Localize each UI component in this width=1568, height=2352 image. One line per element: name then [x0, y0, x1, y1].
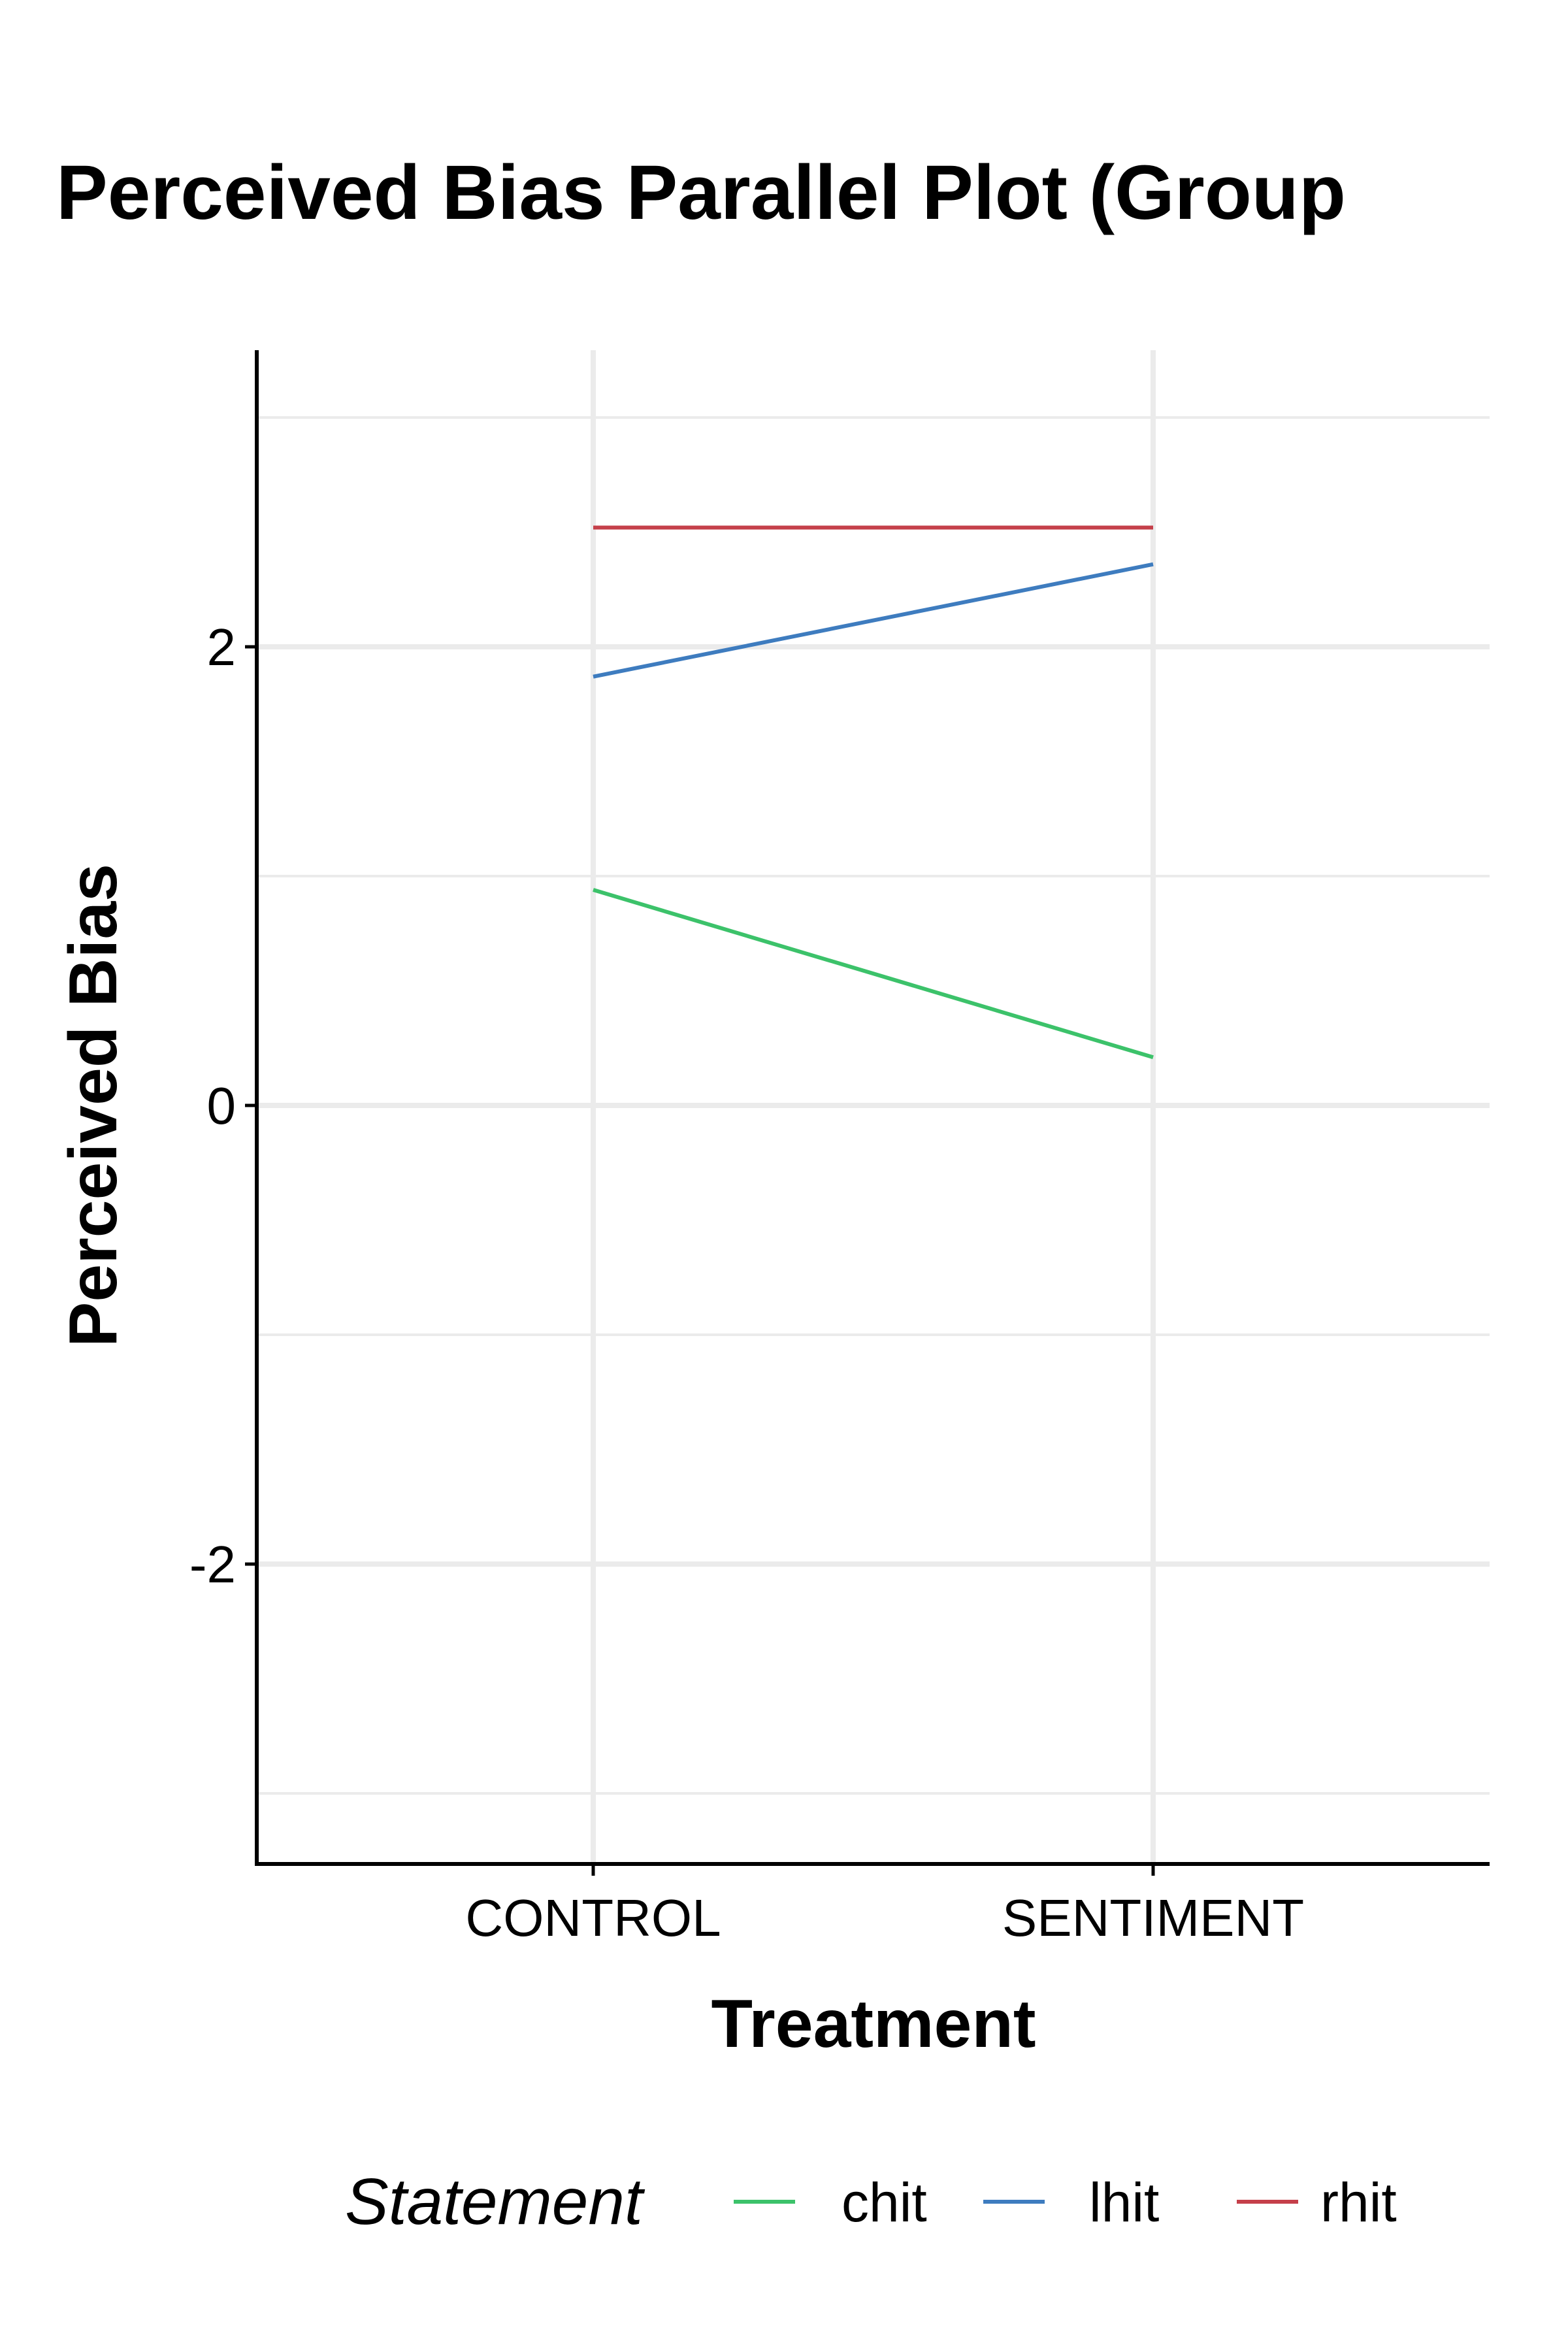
grid-layer	[257, 350, 1490, 1864]
x-tick-label-control: CONTROL	[465, 1889, 721, 1947]
y-tick-label: 2	[207, 618, 237, 676]
chart-title: Perceived Bias Parallel Plot (Group	[56, 150, 1346, 236]
legend-label-lhit: lhit	[1089, 2172, 1159, 2233]
series-line-chit	[593, 888, 1154, 1060]
y-axis-title: Perceived Bias	[56, 864, 131, 1347]
legend: Statement chit lhit rhit	[345, 2165, 1397, 2238]
legend-title: Statement	[345, 2165, 645, 2238]
axes-layer: -2 0 2 CONTROL SENTIMENT	[189, 350, 1490, 1947]
x-tick-label-sentiment: SENTIMENT	[1002, 1889, 1304, 1947]
y-tick-label: -2	[189, 1535, 236, 1593]
series-layer	[593, 525, 1154, 1060]
legend-label-chit: chit	[841, 2172, 927, 2233]
y-tick-label: 0	[207, 1077, 237, 1135]
x-axis-title: Treatment	[711, 1986, 1036, 2062]
series-line-lhit	[593, 562, 1154, 679]
legend-label-rhit: rhit	[1320, 2172, 1397, 2233]
